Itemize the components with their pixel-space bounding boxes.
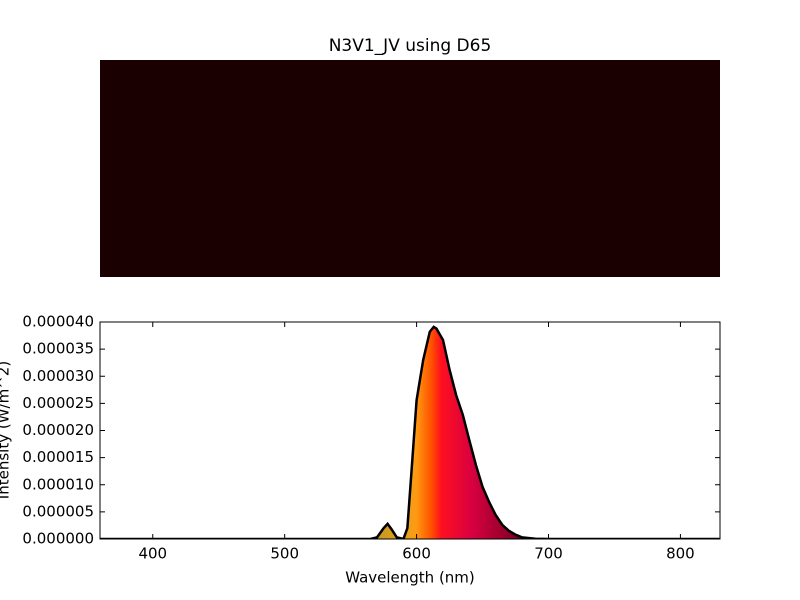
y-tick-label: 0.000010	[22, 475, 94, 493]
y-tick-label: 0.000025	[22, 394, 94, 412]
x-tick-label: 700	[534, 545, 563, 563]
plot-area	[100, 325, 720, 539]
x-tick-label: 800	[666, 545, 695, 563]
chart-title: N3V1_JV using D65	[329, 36, 492, 56]
x-axis-label: Wavelength (nm)	[345, 569, 475, 587]
y-tick-label: 0.000000	[22, 530, 94, 548]
x-tick-label: 400	[138, 545, 167, 563]
y-tick-label: 0.000035	[22, 340, 94, 358]
y-tick-label: 0.000030	[22, 367, 94, 385]
x-tick-label: 500	[270, 545, 299, 563]
y-tick-label: 0.000020	[22, 421, 94, 439]
y-tick-label: 0.000015	[22, 448, 94, 466]
y-axis-label: Intensity (W/m^2)	[0, 361, 13, 499]
spectrum-line	[100, 325, 720, 539]
color-swatch	[100, 60, 720, 277]
x-tick-label: 600	[402, 545, 431, 563]
y-tick-label: 0.000005	[22, 502, 94, 520]
y-tick-label: 0.000040	[22, 313, 94, 331]
